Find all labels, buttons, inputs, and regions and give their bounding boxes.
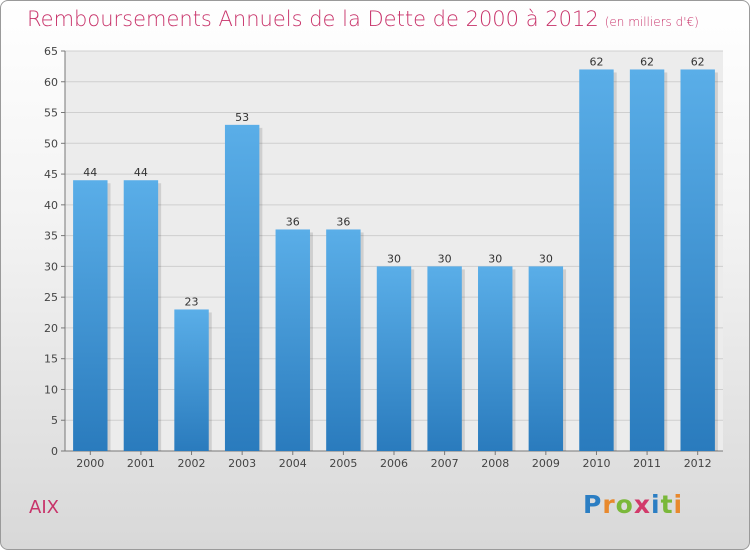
x-tick-label: 2012: [684, 457, 712, 470]
x-tick-label: 2011: [633, 457, 661, 470]
y-tick-label: 20: [44, 322, 58, 335]
x-tick-label: 2009: [532, 457, 560, 470]
y-tick-label: 5: [51, 414, 58, 427]
y-tick-label: 35: [44, 230, 58, 243]
data-label: 36: [336, 215, 350, 228]
bar: [579, 69, 614, 451]
y-tick-label: 65: [44, 45, 58, 58]
x-tick-label: 2008: [481, 457, 509, 470]
bar: [629, 69, 665, 451]
bar: [478, 266, 513, 451]
bar: [427, 266, 462, 451]
x-tick-label: 2002: [178, 457, 206, 470]
data-label: 44: [83, 166, 97, 179]
y-tick-label: 15: [44, 353, 58, 366]
bar: [174, 309, 209, 451]
bar: [326, 229, 361, 451]
bar: [275, 229, 310, 451]
chart-title-text: Remboursements Annuels de la Dette de 20…: [27, 7, 599, 31]
logo-letter: r: [602, 490, 616, 519]
y-tick-label: 0: [51, 445, 58, 458]
y-tick-label: 45: [44, 168, 58, 181]
data-label: 30: [539, 252, 553, 265]
logo-letter: t: [660, 490, 674, 519]
logo-letter: i: [651, 490, 661, 519]
data-label: 30: [387, 252, 401, 265]
data-label: 36: [286, 215, 300, 228]
y-tick-label: 50: [44, 137, 58, 150]
logo-letter: o: [615, 490, 634, 519]
y-tick-label: 30: [44, 260, 58, 273]
x-tick-label: 2000: [76, 457, 104, 470]
bar: [123, 180, 159, 451]
data-label: 30: [488, 252, 502, 265]
y-tick-label: 10: [44, 383, 58, 396]
logo-letter: i: [673, 490, 684, 519]
logo-letter: P: [583, 490, 603, 519]
x-tick-label: 2003: [228, 457, 256, 470]
bar: [224, 124, 260, 451]
x-tick-label: 2007: [431, 457, 459, 470]
data-label: 44: [134, 166, 148, 179]
chart-title: Remboursements Annuels de la Dette de 20…: [27, 7, 699, 31]
city-name: AIX: [29, 497, 59, 518]
data-label: 62: [691, 55, 705, 68]
bar: [376, 266, 412, 451]
chart-subtitle: (en milliers d'€): [604, 15, 699, 29]
x-tick-label: 2006: [380, 457, 408, 470]
bar: [528, 266, 564, 451]
data-label: 23: [185, 295, 199, 308]
proxiti-logo: Proxiti: [583, 490, 683, 519]
y-tick-label: 55: [44, 107, 58, 120]
x-tick-label: 2005: [329, 457, 357, 470]
logo-letter: x: [633, 490, 651, 519]
bar: [680, 69, 715, 451]
bar: [73, 180, 108, 451]
data-label: 62: [640, 55, 654, 68]
y-tick-label: 40: [44, 199, 58, 212]
x-tick-label: 2001: [127, 457, 155, 470]
data-label: 62: [589, 55, 603, 68]
x-tick-label: 2010: [582, 457, 610, 470]
y-tick-label: 25: [44, 291, 58, 304]
data-label: 53: [235, 111, 249, 124]
data-label: 30: [438, 252, 452, 265]
y-tick-label: 60: [44, 76, 58, 89]
x-tick-label: 2004: [279, 457, 307, 470]
